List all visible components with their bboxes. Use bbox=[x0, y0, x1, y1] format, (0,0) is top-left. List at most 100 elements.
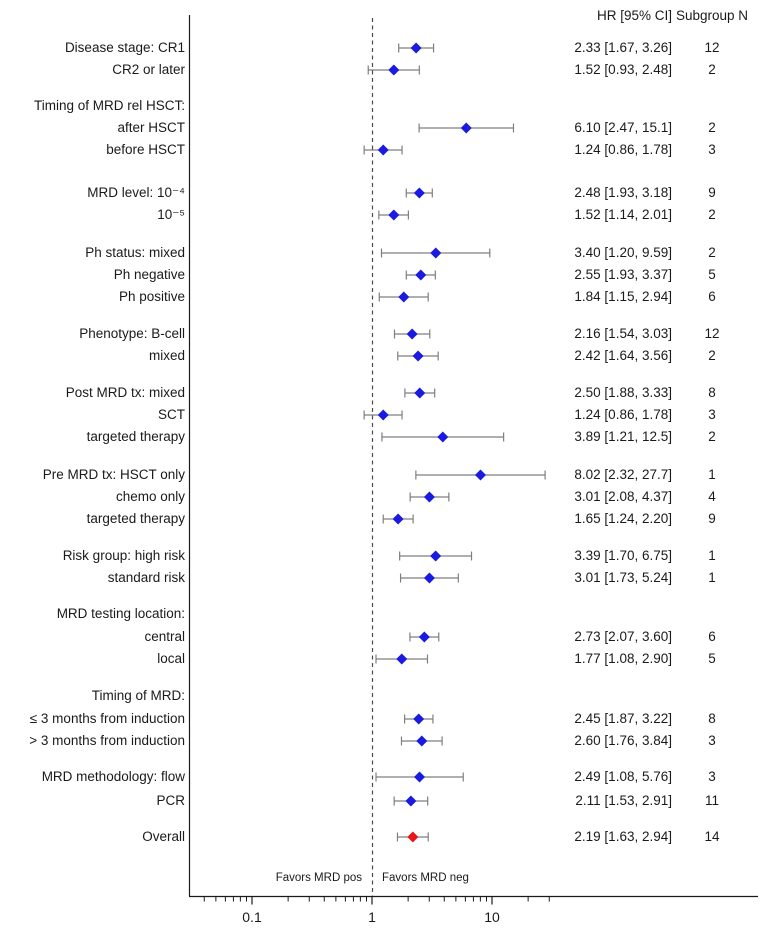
effect-diamond bbox=[416, 735, 428, 747]
hr-ci-value: 1.52 [0.93, 2.48] bbox=[574, 62, 672, 77]
hr-ci-value: 2.48 [1.93, 3.18] bbox=[574, 185, 672, 200]
hr-ci-value: 2.16 [1.54, 3.03] bbox=[574, 326, 672, 341]
row-label: after HSCT bbox=[117, 120, 185, 135]
row-label: Disease stage: CR1 bbox=[64, 40, 185, 55]
effect-diamond bbox=[406, 328, 418, 340]
subgroup-n-value: 1 bbox=[708, 548, 716, 563]
row-label: Overall bbox=[142, 829, 185, 844]
group-header-label: Timing of MRD rel HSCT: bbox=[33, 98, 185, 113]
effect-diamond bbox=[410, 42, 422, 54]
row-label: targeted therapy bbox=[86, 511, 185, 526]
row-label: standard risk bbox=[107, 570, 185, 585]
group-header-label: Timing of MRD: bbox=[91, 688, 185, 703]
effect-diamond bbox=[377, 144, 389, 156]
subgroup-n-value: 8 bbox=[708, 385, 716, 400]
hr-ci-value: 2.60 [1.76, 3.84] bbox=[574, 733, 672, 748]
effect-diamond bbox=[414, 387, 426, 399]
hr-ci-value: 1.52 [1.14, 2.01] bbox=[574, 207, 672, 222]
row-label: Post MRD tx: mixed bbox=[65, 385, 185, 400]
hr-ci-value: 3.39 [1.70, 6.75] bbox=[574, 548, 672, 563]
effect-diamond bbox=[413, 713, 425, 725]
x-axis-tick-label: 1 bbox=[368, 909, 376, 925]
row-label: 10⁻⁵ bbox=[157, 207, 185, 222]
hr-ci-value: 1.24 [0.86, 1.78] bbox=[574, 407, 672, 422]
row-label: > 3 months from induction bbox=[29, 733, 185, 748]
subgroup-n-column-header: Subgroup N bbox=[676, 8, 749, 23]
subgroup-n-value: 6 bbox=[708, 629, 716, 644]
row-label: PCR bbox=[156, 793, 185, 808]
hr-ci-value: 1.84 [1.15, 2.94] bbox=[574, 289, 672, 304]
hr-ci-value: 6.10 [2.47, 15.1] bbox=[574, 120, 672, 135]
favors-mrd-pos-label: Favors MRD pos bbox=[275, 872, 362, 884]
effect-diamond bbox=[398, 291, 410, 303]
summary-diamond bbox=[407, 831, 419, 843]
subgroup-n-value: 3 bbox=[708, 733, 716, 748]
hr-ci-value: 2.50 [1.88, 3.33] bbox=[574, 385, 672, 400]
subgroup-n-value: 1 bbox=[708, 570, 716, 585]
subgroup-n-value: 3 bbox=[708, 407, 716, 422]
hr-ci-value: 2.33 [1.67, 3.26] bbox=[574, 40, 672, 55]
row-label: local bbox=[157, 651, 185, 666]
subgroup-n-value: 2 bbox=[708, 348, 716, 363]
hr-ci-value: 3.40 [1.20, 9.59] bbox=[574, 245, 672, 260]
subgroup-n-value: 2 bbox=[708, 429, 716, 444]
x-axis-tick-label: 10 bbox=[484, 909, 500, 925]
hr-ci-value: 3.01 [1.73, 5.24] bbox=[574, 570, 672, 585]
row-label: Pre MRD tx: HSCT only bbox=[42, 467, 185, 482]
effect-diamond bbox=[423, 491, 435, 503]
row-label: MRD methodology: flow bbox=[41, 769, 185, 784]
effect-diamond bbox=[423, 572, 435, 584]
effect-diamond bbox=[475, 469, 487, 481]
effect-diamond bbox=[418, 631, 430, 643]
favors-mrd-neg-label: Favors MRD neg bbox=[382, 872, 469, 884]
subgroup-n-value: 12 bbox=[704, 40, 720, 55]
row-label: central bbox=[144, 629, 185, 644]
hr-ci-value: 2.42 [1.64, 3.56] bbox=[574, 348, 672, 363]
effect-diamond bbox=[415, 269, 427, 281]
hr-ci-value: 3.01 [2.08, 4.37] bbox=[574, 489, 672, 504]
subgroup-n-value: 2 bbox=[708, 120, 716, 135]
effect-diamond bbox=[414, 771, 426, 783]
row-label: MRD level: 10⁻⁴ bbox=[87, 185, 185, 200]
row-label: Ph status: mixed bbox=[85, 245, 185, 260]
effect-diamond bbox=[437, 431, 449, 443]
subgroup-n-value: 3 bbox=[708, 142, 716, 157]
x-axis-tick-label: 0.1 bbox=[242, 909, 262, 925]
effect-diamond bbox=[405, 795, 417, 807]
hr-ci-value: 1.77 [1.08, 2.90] bbox=[574, 651, 672, 666]
hr-ci-value: 2.73 [2.07, 3.60] bbox=[574, 629, 672, 644]
row-label: SCT bbox=[158, 407, 185, 422]
effect-diamond bbox=[430, 247, 442, 259]
hr-ci-value: 2.45 [1.87, 3.22] bbox=[574, 711, 672, 726]
subgroup-n-value: 2 bbox=[708, 245, 716, 260]
hr-ci-value: 8.02 [2.32, 27.7] bbox=[574, 467, 672, 482]
hr-ci-value: 2.11 [1.53, 2.91] bbox=[575, 793, 672, 808]
hr-ci-value: 3.89 [1.21, 12.5] bbox=[574, 429, 672, 444]
hr-ci-value: 2.19 [1.63, 2.94] bbox=[574, 829, 672, 844]
effect-diamond bbox=[388, 209, 400, 221]
row-label: targeted therapy bbox=[86, 429, 185, 444]
hr-ci-column-header: HR [95% CI] bbox=[596, 8, 672, 23]
effect-diamond bbox=[388, 64, 400, 76]
row-label: Ph negative bbox=[113, 267, 185, 282]
hr-ci-value: 1.24 [0.86, 1.78] bbox=[574, 142, 672, 157]
hr-ci-value: 2.55 [1.93, 3.37] bbox=[574, 267, 672, 282]
subgroup-n-value: 9 bbox=[708, 511, 716, 526]
effect-diamond bbox=[392, 513, 404, 525]
subgroup-n-value: 12 bbox=[704, 326, 720, 341]
row-label: Phenotype: B-cell bbox=[79, 326, 185, 341]
subgroup-n-value: 4 bbox=[708, 489, 716, 504]
row-label: chemo only bbox=[115, 489, 185, 504]
row-label: ≤ 3 months from induction bbox=[29, 711, 185, 726]
row-label: Risk group: high risk bbox=[62, 548, 185, 563]
row-label: CR2 or later bbox=[112, 62, 185, 77]
hr-ci-value: 1.65 [1.24, 2.20] bbox=[574, 511, 672, 526]
subgroup-n-value: 14 bbox=[704, 829, 720, 844]
subgroup-n-value: 6 bbox=[708, 289, 716, 304]
row-label: Ph positive bbox=[118, 289, 185, 304]
row-label: before HSCT bbox=[106, 142, 185, 157]
effect-diamond bbox=[396, 653, 408, 665]
row-label: mixed bbox=[148, 348, 185, 363]
